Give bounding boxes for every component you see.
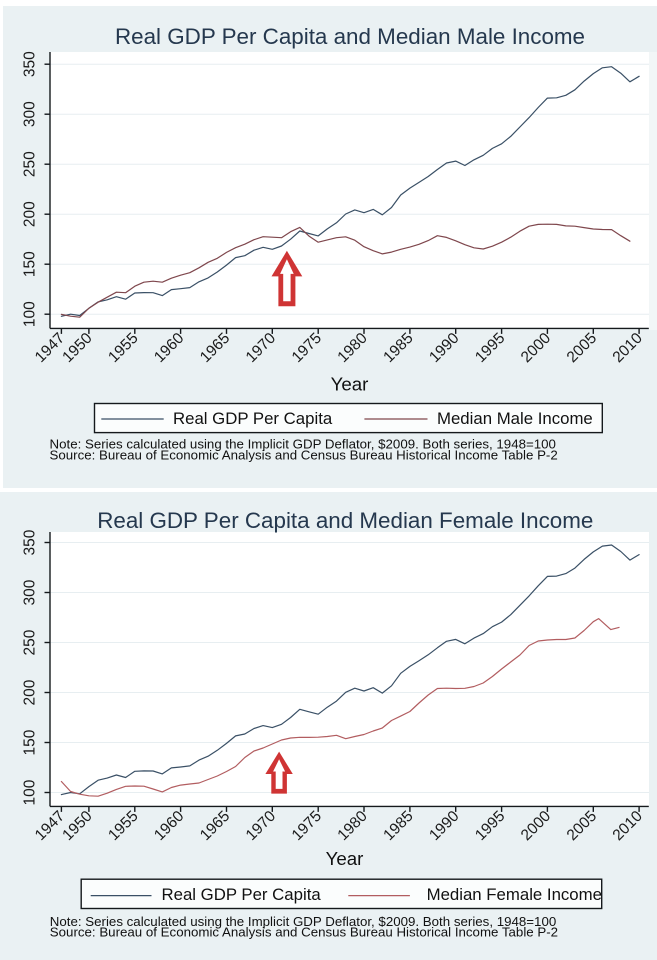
svg-text:1970: 1970 — [243, 807, 280, 844]
svg-text:1975: 1975 — [289, 808, 325, 844]
svg-text:1990: 1990 — [426, 807, 463, 844]
svg-text:1970: 1970 — [243, 329, 280, 366]
svg-text:1965: 1965 — [197, 330, 233, 366]
svg-text:350: 350 — [22, 51, 39, 77]
svg-text:150: 150 — [22, 729, 39, 755]
svg-text:250: 250 — [22, 629, 39, 655]
svg-text:Year: Year — [331, 373, 369, 394]
svg-text:1950: 1950 — [59, 807, 96, 844]
svg-text:200: 200 — [22, 201, 39, 227]
svg-text:2010: 2010 — [610, 807, 647, 844]
svg-text:Real GDP Per Capita and Median: Real GDP Per Capita and Median Female In… — [97, 508, 593, 533]
svg-text:350: 350 — [22, 529, 39, 555]
svg-text:Real GDP Per Capita: Real GDP Per Capita — [162, 885, 322, 904]
svg-text:2010: 2010 — [610, 329, 647, 366]
svg-text:1950: 1950 — [59, 329, 96, 366]
svg-text:Real GDP Per Capita and Median: Real GDP Per Capita and Median Male Inco… — [115, 24, 585, 49]
svg-text:2005: 2005 — [564, 808, 600, 844]
svg-text:150: 150 — [22, 251, 39, 277]
svg-text:1955: 1955 — [105, 330, 141, 366]
svg-text:1947: 1947 — [32, 808, 68, 844]
svg-text:100: 100 — [22, 301, 39, 327]
svg-text:300: 300 — [22, 579, 39, 605]
svg-text:1947: 1947 — [32, 330, 68, 366]
svg-text:1985: 1985 — [380, 808, 416, 844]
svg-text:1980: 1980 — [334, 807, 371, 844]
svg-text:Median Female Income: Median Female Income — [427, 885, 602, 904]
svg-text:300: 300 — [22, 101, 39, 127]
svg-text:1990: 1990 — [426, 329, 463, 366]
svg-text:Real GDP Per Capita: Real GDP Per Capita — [173, 409, 333, 428]
svg-text:2000: 2000 — [518, 807, 555, 844]
svg-text:Source: Bureau of Economic Ana: Source: Bureau of Economic Analysis and … — [50, 447, 558, 462]
svg-text:1985: 1985 — [380, 330, 416, 366]
svg-text:250: 250 — [22, 151, 39, 177]
svg-text:Median Male Income: Median Male Income — [437, 409, 593, 428]
svg-text:1980: 1980 — [334, 329, 371, 366]
svg-text:Note: Series calculated using: Note: Series calculated using the Implic… — [50, 914, 556, 929]
svg-text:1975: 1975 — [289, 330, 325, 366]
svg-text:1995: 1995 — [472, 808, 508, 844]
svg-text:2000: 2000 — [518, 329, 555, 366]
svg-text:1995: 1995 — [472, 330, 508, 366]
svg-text:1955: 1955 — [105, 808, 141, 844]
svg-text:1965: 1965 — [197, 808, 233, 844]
svg-text:100: 100 — [22, 779, 39, 805]
svg-text:Source: Bureau of Economic Ana: Source: Bureau of Economic Analysis and … — [50, 924, 558, 939]
svg-text:Year: Year — [326, 848, 364, 869]
svg-text:Note: Series calculated using: Note: Series calculated using the Implic… — [50, 436, 556, 451]
svg-text:1960: 1960 — [151, 807, 188, 844]
svg-text:1960: 1960 — [151, 329, 188, 366]
svg-text:2005: 2005 — [564, 330, 600, 366]
svg-text:200: 200 — [22, 679, 39, 705]
